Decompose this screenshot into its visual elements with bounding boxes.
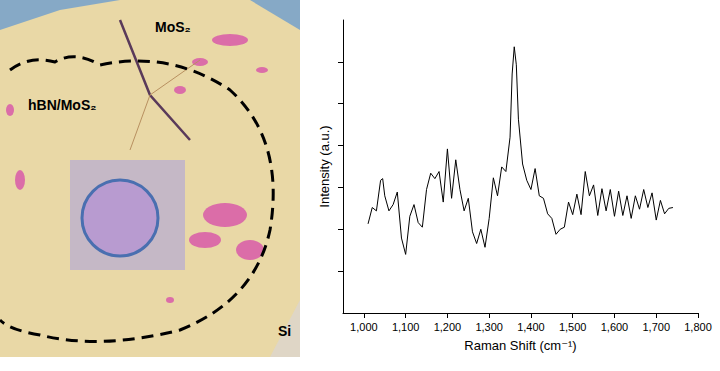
svg-text:Raman Shift (cm⁻¹): Raman Shift (cm⁻¹) bbox=[464, 338, 576, 353]
svg-text:1,400: 1,400 bbox=[517, 321, 545, 333]
svg-text:Intensity (a.u.): Intensity (a.u.) bbox=[317, 125, 332, 207]
svg-text:hBN/MoS₂: hBN/MoS₂ bbox=[28, 97, 96, 113]
svg-text:1,100: 1,100 bbox=[392, 321, 420, 333]
svg-text:1,000: 1,000 bbox=[350, 321, 378, 333]
svg-text:1,600: 1,600 bbox=[601, 321, 629, 333]
svg-text:Si: Si bbox=[278, 323, 291, 339]
svg-text:1,700: 1,700 bbox=[642, 321, 670, 333]
svg-text:1,500: 1,500 bbox=[559, 321, 587, 333]
svg-text:1,300: 1,300 bbox=[475, 321, 503, 333]
svg-text:1,200: 1,200 bbox=[434, 321, 462, 333]
svg-text:1,800: 1,800 bbox=[684, 321, 712, 333]
svg-text:MoS₂: MoS₂ bbox=[155, 19, 191, 35]
